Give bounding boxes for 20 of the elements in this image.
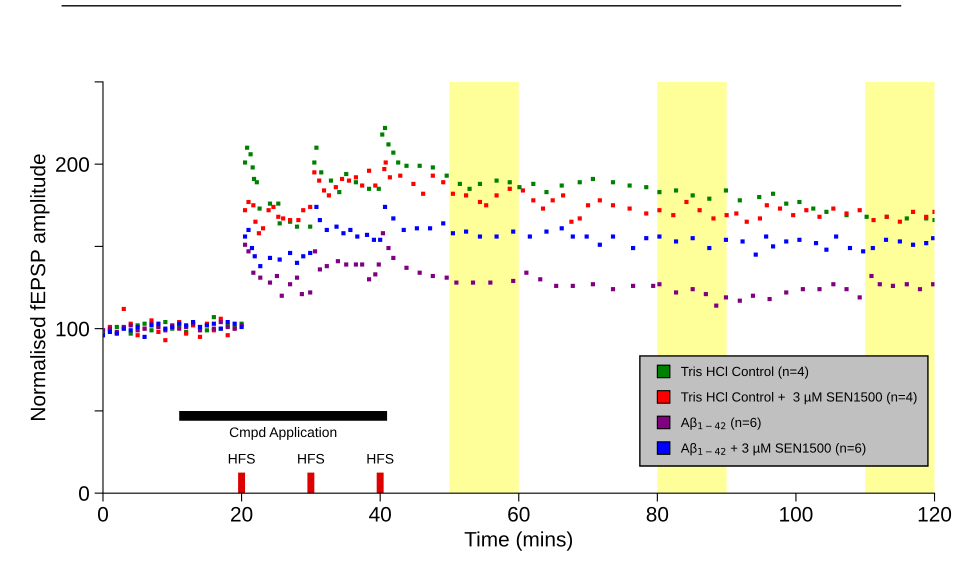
legend-label: Aβ$_{1−42}$ + 3 µM SEN1500 (n=6) <box>680 443 866 456</box>
x-tick-label: 20 <box>231 506 252 522</box>
y-tick-label: 100 <box>56 322 89 336</box>
x-tick-label: 60 <box>508 506 530 522</box>
legend-label: Tris HCl Control + 3 µM SEN1500 (n=4) <box>681 392 917 404</box>
x-axis-title: Time (mins) <box>464 531 572 551</box>
x-tick-label: 100 <box>780 506 813 522</box>
ref-line-label: HFS <box>298 454 324 464</box>
x-tick-label: 80 <box>646 506 668 522</box>
ref-line-label: HFS <box>367 454 394 464</box>
x-tick-label: 0 <box>98 506 108 522</box>
x-tick-label: 40 <box>369 506 391 522</box>
y-axis-title: Normalised fEPSP amplitude <box>30 154 50 420</box>
legend-label: Aβ$_{1−42}$ (n=6) <box>680 417 761 430</box>
y-tick-label: 200 <box>56 157 89 172</box>
ref-line-label: HFS <box>228 454 255 464</box>
x-tick-label: 120 <box>918 506 952 522</box>
y-tick-label: 0 <box>79 486 89 501</box>
legend-label: Tris HCl Control (n=4) <box>681 366 808 379</box>
annotation: Cmpd Application <box>230 426 336 440</box>
